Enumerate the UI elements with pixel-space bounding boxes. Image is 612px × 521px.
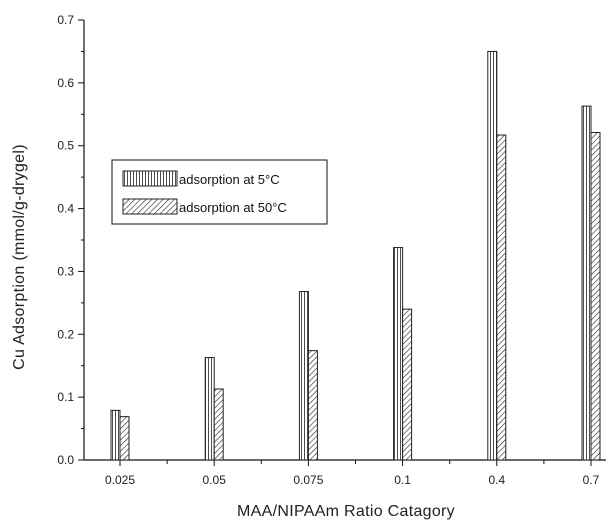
x-tick-label: 0.1 [394, 473, 411, 487]
bar-5c [393, 247, 404, 461]
plot-frame [83, 20, 606, 461]
bar-5c [581, 105, 592, 461]
bar-50c [496, 134, 507, 461]
y-tick-label: 0.7 [57, 13, 74, 27]
bar-50c [213, 388, 224, 461]
legend-label-50c: adsorption at 50°C [179, 200, 287, 215]
y-tick-label: 0.1 [57, 390, 74, 404]
x-tick-label: 0.075 [293, 473, 323, 487]
y-tick-label: 0.3 [57, 264, 74, 278]
y-tick-label: 0.4 [57, 202, 74, 216]
y-axis-title: Cu Adsorption (mmol/g-drygel) [11, 144, 28, 370]
bar-50c [119, 416, 130, 461]
y-tick-label: 0.5 [57, 139, 74, 153]
legend-swatch-5c [122, 170, 178, 187]
y-tick-label: 0.0 [57, 453, 74, 467]
legend-swatch-50c [122, 198, 178, 215]
x-axis-title: MAA/NIPAAm Ratio Catagory [237, 503, 455, 520]
x-tick-label: 0.05 [203, 473, 227, 487]
bar-50c [402, 308, 413, 461]
x-tick-label: 0.4 [488, 473, 505, 487]
x-tick-label: 0.7 [583, 473, 600, 487]
bar-50c [590, 132, 601, 461]
bars [110, 50, 601, 461]
x-tick-label: 0.025 [105, 473, 135, 487]
legend-label-5c: adsorption at 5°C [179, 172, 280, 187]
y-axis: 0.0 0.1 0.2 0.3 0.4 0.5 0.6 0.7 [57, 13, 84, 467]
bar-5c [204, 357, 215, 461]
y-tick-label: 0.6 [57, 76, 74, 90]
bar-50c [307, 350, 318, 461]
x-axis: 0.025 0.05 0.075 0.1 0.4 0.7 [105, 460, 600, 487]
y-tick-label: 0.2 [57, 327, 74, 341]
bar-5c [110, 409, 121, 461]
bar-5c [487, 50, 498, 461]
bar-5c [298, 291, 309, 461]
legend: adsorption at 5°C adsorption at 50°C [111, 159, 328, 225]
